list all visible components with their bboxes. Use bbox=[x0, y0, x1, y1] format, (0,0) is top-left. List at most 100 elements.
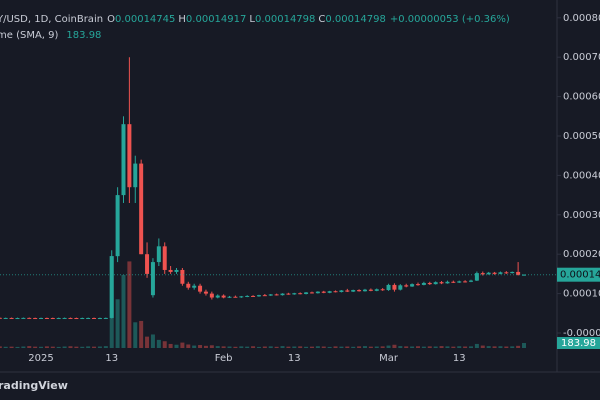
candle-body bbox=[510, 271, 515, 274]
candle-body bbox=[380, 289, 385, 291]
volume-bar bbox=[180, 342, 185, 348]
volume-bar bbox=[469, 346, 473, 348]
candle-body bbox=[145, 254, 150, 274]
volume-bar bbox=[156, 339, 161, 348]
candle-body bbox=[451, 281, 456, 283]
volume-bar bbox=[233, 346, 238, 348]
candle-body bbox=[209, 293, 214, 298]
volume-bar bbox=[380, 346, 385, 348]
candle-body bbox=[92, 317, 97, 319]
candle-body bbox=[115, 195, 120, 257]
y-tick-label: 0.000400 bbox=[563, 170, 600, 181]
candle-body bbox=[86, 317, 91, 319]
x-tick-label: 13 bbox=[288, 353, 301, 364]
volume-bar bbox=[262, 346, 267, 348]
volume-bar bbox=[510, 346, 515, 348]
candle-body bbox=[463, 281, 468, 283]
candle-body bbox=[3, 317, 8, 319]
volume-bar bbox=[368, 346, 373, 348]
candle-body bbox=[97, 318, 102, 320]
volume-bar bbox=[15, 346, 20, 348]
y-tick-label: -0.000000 bbox=[563, 328, 600, 339]
candle-body bbox=[227, 296, 232, 298]
candle-body bbox=[315, 291, 320, 294]
candle-body bbox=[80, 318, 85, 320]
volume-value: 183.98 bbox=[66, 30, 101, 41]
candle-body bbox=[421, 282, 426, 285]
volume-marker-box bbox=[557, 337, 600, 350]
volume-bar bbox=[92, 346, 97, 348]
candle-body bbox=[474, 273, 479, 281]
volume-bar bbox=[127, 261, 132, 348]
brand: radingView bbox=[0, 379, 68, 392]
candle-body bbox=[280, 293, 285, 296]
candle-body bbox=[133, 163, 138, 188]
candle-body bbox=[39, 317, 44, 319]
volume-bar bbox=[421, 346, 426, 348]
candle-body bbox=[215, 295, 220, 298]
y-tick-label: 0.000800 bbox=[563, 13, 600, 24]
volume-bar bbox=[74, 346, 79, 348]
volume-bar bbox=[398, 346, 403, 348]
change: +0.00000053 (+0.36%) bbox=[390, 14, 510, 25]
candle-body bbox=[427, 282, 432, 285]
y-tick-label: 0.000100 bbox=[563, 289, 600, 300]
candle-body bbox=[339, 290, 344, 293]
volume-bar bbox=[498, 346, 503, 348]
candle-body bbox=[139, 163, 144, 255]
volume-bar bbox=[362, 346, 367, 348]
volume-bar bbox=[251, 346, 256, 348]
candle-body bbox=[221, 295, 226, 298]
volume-bar bbox=[133, 322, 138, 348]
candle-body bbox=[168, 269, 173, 272]
volume-bar bbox=[304, 346, 309, 348]
x-tick-label: Mar bbox=[379, 353, 399, 364]
volume-bar bbox=[256, 346, 261, 348]
candle-body bbox=[198, 285, 203, 292]
candle-body bbox=[33, 318, 38, 320]
candle-body bbox=[516, 271, 521, 275]
volume-bar bbox=[103, 346, 108, 348]
symbol: Y/USD, 1D, CoinBrain bbox=[0, 14, 103, 25]
candle-body bbox=[50, 318, 55, 320]
volume-bar bbox=[415, 346, 420, 348]
candle-body bbox=[262, 295, 267, 297]
candle-body bbox=[127, 124, 132, 188]
ohlc-label: C bbox=[318, 14, 325, 25]
candle-body bbox=[457, 281, 462, 283]
x-tick-label: 13 bbox=[105, 353, 118, 364]
volume-bar bbox=[192, 345, 197, 348]
volume-bar bbox=[315, 346, 320, 348]
volume-bar bbox=[44, 346, 49, 348]
volume-bar bbox=[203, 345, 208, 348]
candle-body bbox=[439, 282, 444, 284]
candle-body bbox=[103, 317, 108, 319]
volume-bar bbox=[386, 345, 391, 348]
candle-body bbox=[498, 272, 503, 274]
volume-bar bbox=[174, 344, 179, 348]
candle-body bbox=[68, 317, 73, 319]
volume-bar bbox=[280, 346, 285, 348]
volume-bar bbox=[492, 346, 497, 348]
volume-bar bbox=[327, 346, 332, 348]
candle-body bbox=[162, 246, 167, 270]
volume-bar bbox=[50, 346, 55, 348]
volume-bar bbox=[198, 345, 203, 348]
candle-body bbox=[386, 284, 391, 291]
candle-body bbox=[404, 285, 409, 287]
candle-body bbox=[74, 318, 79, 320]
volume-bar bbox=[445, 346, 450, 348]
candle-body bbox=[298, 293, 303, 295]
candle-body bbox=[0, 317, 2, 319]
candle-body bbox=[27, 317, 32, 319]
candle-body bbox=[392, 284, 397, 290]
volume-bar bbox=[245, 346, 250, 348]
candle-body bbox=[256, 295, 261, 297]
candle-body bbox=[304, 292, 309, 294]
candle-body bbox=[121, 124, 126, 196]
volume-marker-label: 183.98 bbox=[561, 338, 596, 349]
volume-bar bbox=[162, 341, 167, 348]
volume-bar bbox=[56, 346, 61, 348]
candle-body bbox=[292, 293, 297, 295]
candle-body bbox=[374, 289, 379, 291]
